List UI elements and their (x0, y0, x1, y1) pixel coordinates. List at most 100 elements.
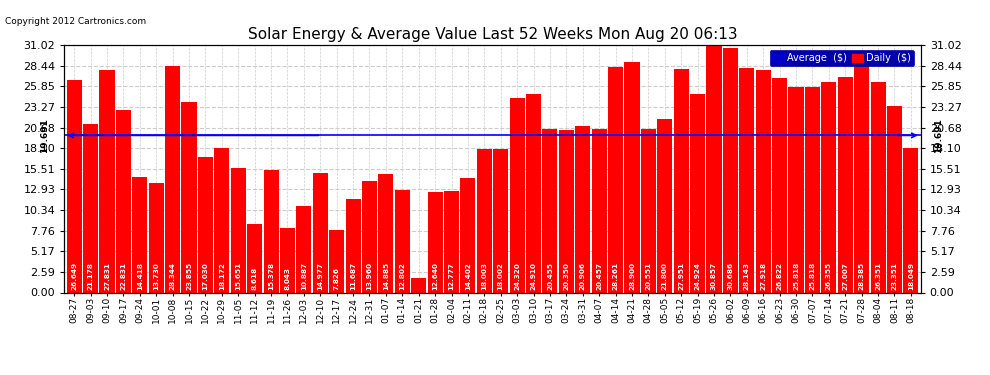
Text: 28.143: 28.143 (743, 262, 749, 290)
Bar (543, 129, 557, 292)
Bar (822, 82, 837, 292)
Text: 20.906: 20.906 (580, 262, 586, 290)
Text: 18.172: 18.172 (219, 262, 225, 290)
Text: 27.831: 27.831 (104, 262, 110, 290)
Text: 27.007: 27.007 (842, 262, 848, 290)
Bar (214, 147, 230, 292)
Text: 20.350: 20.350 (563, 262, 569, 290)
Bar (625, 62, 640, 292)
Text: 7.826: 7.826 (334, 267, 340, 290)
Bar (740, 68, 754, 292)
Text: 15.378: 15.378 (268, 262, 274, 290)
Text: 26.355: 26.355 (826, 262, 832, 290)
Bar (66, 80, 82, 292)
Bar (248, 224, 262, 292)
Bar (641, 129, 656, 292)
Text: 14.418: 14.418 (137, 262, 143, 290)
Bar (411, 278, 427, 292)
Text: 23.855: 23.855 (186, 262, 192, 290)
Bar (903, 148, 919, 292)
Text: 27.918: 27.918 (760, 262, 766, 290)
Text: 26.822: 26.822 (776, 262, 783, 290)
Text: 28.385: 28.385 (858, 262, 864, 290)
Bar (148, 183, 163, 292)
Text: 18.049: 18.049 (908, 262, 914, 290)
Text: 15.651: 15.651 (236, 262, 242, 290)
Text: 8.618: 8.618 (251, 267, 257, 290)
Bar (673, 69, 689, 292)
Bar (280, 228, 295, 292)
Bar (116, 110, 131, 292)
Title: Solar Energy & Average Value Last 52 Weeks Mon Aug 20 06:13: Solar Energy & Average Value Last 52 Wee… (248, 27, 738, 42)
Bar (460, 178, 475, 292)
Text: 12.802: 12.802 (399, 262, 405, 290)
Text: 30.686: 30.686 (728, 262, 734, 290)
Bar (723, 48, 738, 292)
Bar (805, 87, 820, 292)
Bar (526, 94, 542, 292)
Bar (592, 129, 607, 292)
Bar (575, 126, 590, 292)
Bar (510, 99, 525, 292)
Text: 25.818: 25.818 (793, 262, 799, 290)
Text: 30.857: 30.857 (711, 262, 717, 290)
Text: 28.900: 28.900 (629, 262, 635, 290)
Text: 19.691: 19.691 (934, 118, 942, 153)
Bar (657, 118, 672, 292)
Bar (428, 192, 443, 292)
Text: 20.457: 20.457 (596, 262, 602, 290)
Text: Copyright 2012 Cartronics.com: Copyright 2012 Cartronics.com (5, 17, 147, 26)
Bar (378, 174, 393, 292)
Text: 12.777: 12.777 (448, 262, 454, 290)
Bar (83, 123, 98, 292)
Text: 26.351: 26.351 (875, 262, 881, 290)
Text: 8.043: 8.043 (284, 267, 290, 290)
Legend: Average  ($), Daily  ($): Average ($), Daily ($) (769, 50, 914, 66)
Bar (788, 87, 804, 292)
Bar (690, 94, 705, 292)
Text: 24.910: 24.910 (531, 262, 537, 290)
Bar (198, 157, 213, 292)
Text: 14.885: 14.885 (383, 262, 389, 290)
Text: 25.818: 25.818 (810, 262, 816, 290)
Bar (346, 199, 360, 292)
Bar (99, 70, 115, 292)
Text: 28.344: 28.344 (169, 262, 175, 290)
Text: 24.924: 24.924 (695, 262, 701, 290)
Bar (707, 46, 722, 292)
Text: 21.178: 21.178 (87, 262, 94, 290)
Bar (870, 82, 886, 292)
Bar (838, 77, 852, 292)
Text: 20.455: 20.455 (546, 262, 553, 290)
Text: 13.730: 13.730 (153, 262, 159, 290)
Bar (558, 130, 574, 292)
Text: 18.003: 18.003 (481, 262, 487, 290)
Bar (493, 149, 508, 292)
Bar (133, 177, 148, 292)
Text: 28.261: 28.261 (613, 262, 619, 290)
Bar (755, 70, 771, 292)
Text: 24.320: 24.320 (514, 262, 520, 290)
Text: 22.831: 22.831 (121, 262, 127, 290)
Bar (477, 149, 492, 292)
Bar (329, 230, 345, 292)
Bar (608, 67, 623, 292)
Text: 12.640: 12.640 (432, 262, 439, 290)
Text: 26.649: 26.649 (71, 262, 77, 290)
Text: 18.002: 18.002 (498, 262, 504, 290)
Bar (854, 66, 869, 292)
Text: 19.691: 19.691 (40, 118, 49, 153)
Text: 23.351: 23.351 (891, 262, 898, 290)
Bar (887, 106, 902, 292)
Text: 27.951: 27.951 (678, 262, 684, 290)
Text: 13.960: 13.960 (366, 262, 372, 290)
Bar (444, 190, 459, 292)
Bar (165, 66, 180, 292)
Bar (263, 170, 278, 292)
Bar (313, 173, 328, 292)
Bar (231, 168, 246, 292)
Bar (395, 190, 410, 292)
Text: 17.030: 17.030 (202, 262, 209, 290)
Text: 14.977: 14.977 (317, 262, 324, 290)
Bar (772, 78, 787, 292)
